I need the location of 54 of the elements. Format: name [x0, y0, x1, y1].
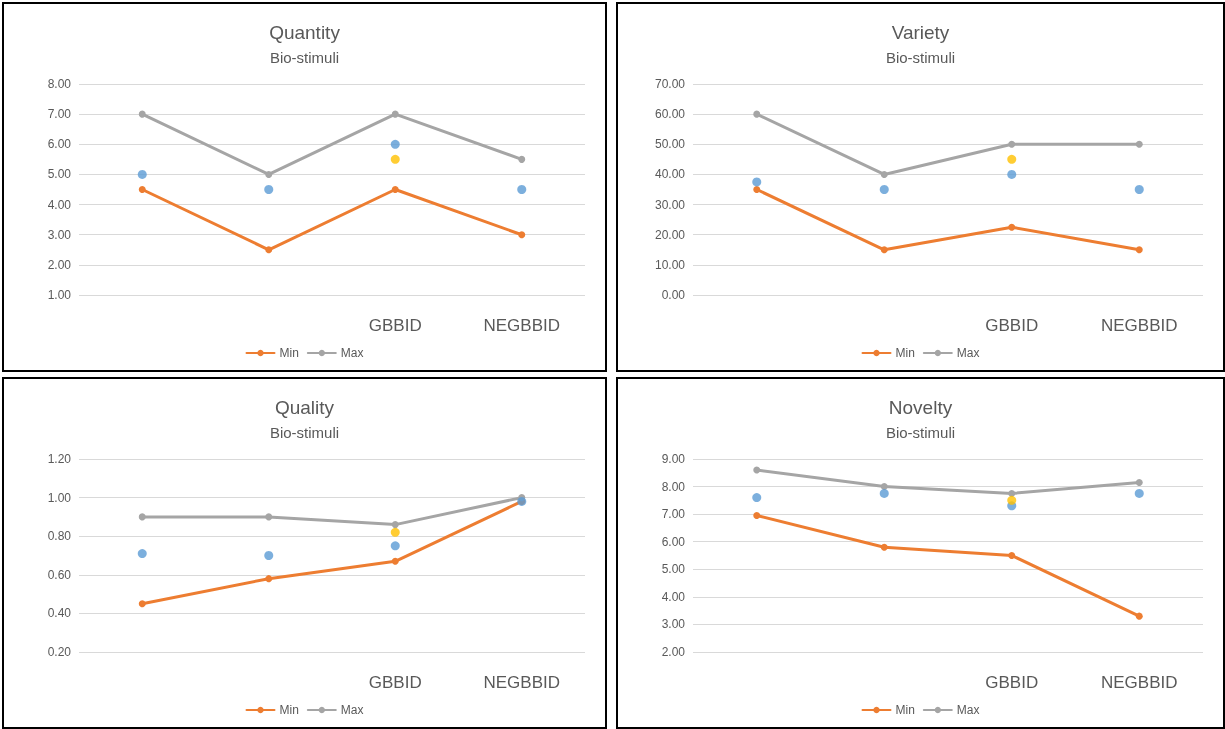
- y-tick-label: 6.00: [661, 534, 686, 549]
- legend-label: Max: [340, 346, 364, 360]
- y-tick-label: 0.00: [661, 288, 686, 302]
- y-tick-label: 40.00: [654, 167, 686, 182]
- chart-title: Novelty: [888, 397, 953, 418]
- y-tick-label: 70.00: [654, 77, 686, 91]
- y-tick-label: 0.80: [47, 529, 72, 544]
- y-tick-label: 6.00: [47, 137, 72, 152]
- chart-subtitle: Bio-stimuli: [269, 49, 340, 66]
- legend-label: Min: [279, 703, 299, 717]
- chart-subtitle: Bio-stimuli: [885, 424, 956, 441]
- y-tick-label: 50.00: [654, 137, 686, 152]
- chart-subtitle: Bio-stimuli: [885, 49, 956, 66]
- y-tick-label: 1.00: [47, 490, 72, 505]
- x-tick-label: NEGBBID: [483, 673, 561, 692]
- x-tick-label: GBBID: [985, 316, 1039, 335]
- y-tick-label: 0.20: [47, 645, 72, 659]
- y-tick-label: 3.00: [47, 227, 72, 242]
- y-tick-label: 10.00: [654, 257, 686, 272]
- legend-label: Max: [340, 703, 364, 717]
- legend-label: Min: [895, 703, 915, 717]
- y-tick-label: 8.00: [661, 479, 686, 494]
- y-tick-label: 20.00: [654, 227, 686, 242]
- y-tick-label: 5.00: [47, 167, 72, 182]
- y-tick-label: 7.00: [47, 107, 72, 122]
- legend-label: Max: [956, 703, 980, 717]
- y-tick-label: 2.00: [661, 645, 686, 659]
- x-tick-label: NEGBBID: [1100, 316, 1178, 335]
- x-tick-label: NEGBBID: [1100, 673, 1178, 692]
- y-tick-label: 60.00: [654, 107, 686, 122]
- y-tick-label: 8.00: [47, 77, 72, 91]
- x-tick-label: NEGBBID: [483, 316, 561, 335]
- chart-title: Quality: [274, 397, 335, 418]
- y-tick-label: 0.60: [47, 567, 72, 582]
- chart-title: Variety: [891, 22, 950, 43]
- x-tick-label: GBBID: [368, 673, 422, 692]
- x-tick-label: GBBID: [985, 673, 1039, 692]
- y-tick-label: 1.00: [47, 288, 72, 302]
- legend-label: Min: [279, 346, 299, 360]
- x-tick-label: GBBID: [368, 316, 422, 335]
- legend-label: Min: [895, 346, 915, 360]
- y-tick-label: 0.40: [47, 606, 72, 621]
- y-tick-label: 4.00: [47, 197, 72, 212]
- y-tick-label: 7.00: [661, 507, 686, 522]
- y-tick-label: 1.20: [47, 452, 72, 466]
- y-tick-label: 9.00: [661, 452, 686, 466]
- y-tick-label: 4.00: [661, 589, 686, 604]
- y-tick-label: 3.00: [661, 617, 686, 632]
- chart-subtitle: Bio-stimuli: [269, 424, 340, 441]
- y-tick-label: 30.00: [654, 197, 686, 212]
- legend-label: Max: [956, 346, 980, 360]
- y-tick-label: 2.00: [47, 257, 72, 272]
- chart-title: Quantity: [269, 22, 341, 43]
- y-tick-label: 5.00: [661, 562, 686, 577]
